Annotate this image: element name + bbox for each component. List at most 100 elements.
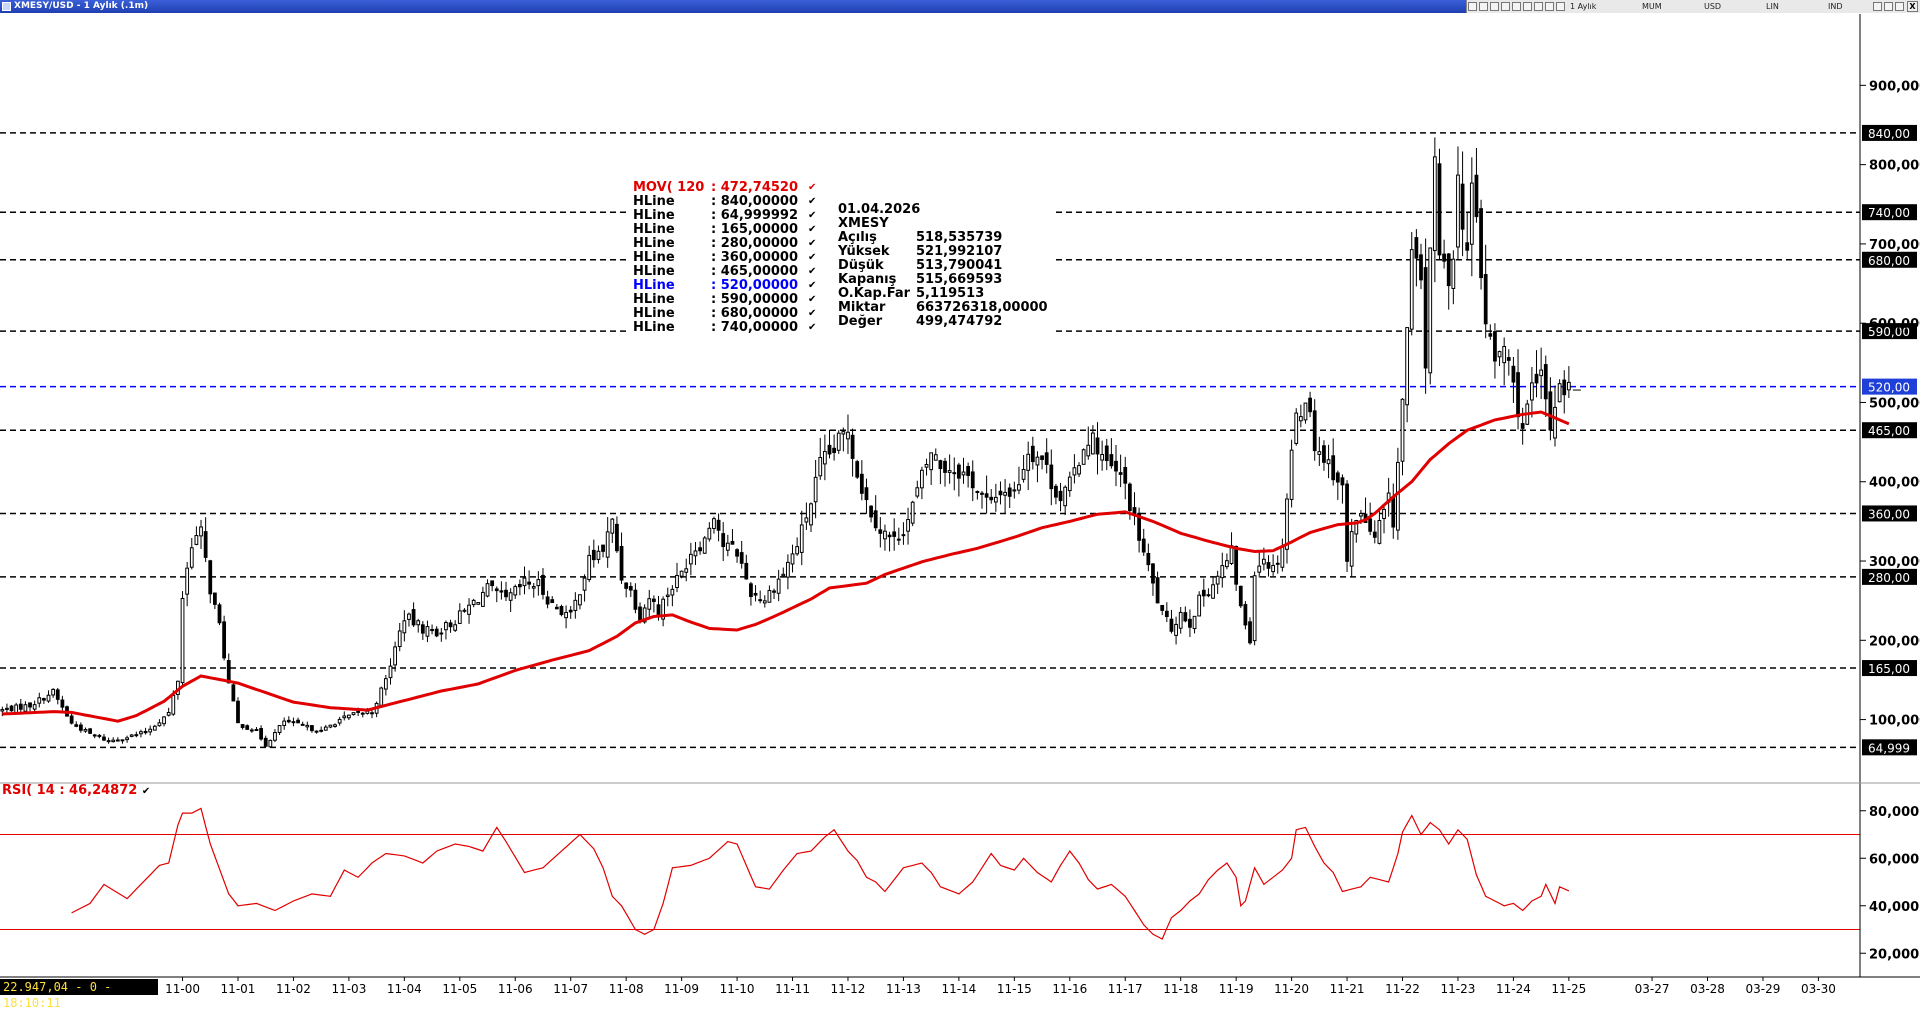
- ohlc-key: Kapanış: [838, 272, 897, 287]
- legend-mov-row[interactable]: MOV( 120 : 472,74520 ✔: [633, 181, 816, 195]
- export-icon[interactable]: [1490, 2, 1499, 11]
- period-button[interactable]: 1 Aylık: [1570, 2, 1597, 11]
- check-icon[interactable]: ✔: [808, 266, 817, 277]
- hline-label-box: [1862, 422, 1917, 439]
- ohlc-value: 515,669593: [916, 272, 1003, 287]
- legend-hline-row[interactable]: HLine: 590,00000 ✔: [633, 293, 816, 307]
- candle-body: [952, 472, 957, 475]
- zoom-icon[interactable]: [1556, 2, 1565, 11]
- candle-body: [1021, 468, 1026, 480]
- legend-hline-row[interactable]: HLine: 740,00000 ✔: [633, 321, 816, 335]
- candle-body: [804, 517, 809, 523]
- legend-hline-row[interactable]: HLine: 840,00000 ✔: [633, 195, 816, 209]
- scale-button[interactable]: LIN: [1766, 2, 1779, 11]
- fibonacci-icon[interactable]: [1534, 2, 1543, 11]
- x-tick-label: 11-10: [720, 982, 755, 996]
- print-icon[interactable]: [1468, 2, 1477, 11]
- currency-button[interactable]: USD: [1704, 2, 1722, 11]
- hline-label-box: [1862, 660, 1917, 677]
- grid-icon[interactable]: [1873, 2, 1882, 11]
- y-tick-label: 400,000: [1869, 476, 1920, 491]
- candle-body: [152, 725, 157, 731]
- candle-body: [1146, 552, 1151, 566]
- check-icon[interactable]: ✔: [808, 252, 817, 263]
- check-icon[interactable]: ✔: [808, 294, 817, 305]
- candle-body: [388, 665, 393, 679]
- candle-body: [83, 729, 88, 732]
- chart-type-button[interactable]: MUM: [1642, 2, 1662, 11]
- check-icon[interactable]: ✔: [808, 322, 817, 333]
- text-tool-icon[interactable]: [1545, 2, 1554, 11]
- rsi-legend[interactable]: RSI( 14 : 46,24872 ✔: [2, 783, 150, 798]
- legend-hline-row[interactable]: HLine: 465,00000 ✔: [633, 265, 816, 279]
- save-icon[interactable]: [1501, 2, 1510, 11]
- candle-body: [1104, 445, 1109, 462]
- candle-body: [1326, 459, 1331, 465]
- candle-body: [9, 705, 14, 712]
- candle-body: [1497, 351, 1502, 358]
- close-icon[interactable]: X: [1907, 1, 1918, 12]
- candle-body: [513, 586, 518, 596]
- candle-body: [1118, 472, 1123, 475]
- candle-body: [347, 714, 351, 719]
- candle-body: [430, 629, 434, 632]
- candle-body: [850, 434, 855, 459]
- hline-label-box: [1862, 251, 1917, 268]
- candle-body: [1511, 365, 1516, 383]
- ohlc-row: O.Kap.Far 5,119513: [838, 287, 1048, 301]
- check-icon[interactable]: ✔: [808, 224, 817, 235]
- candle-body: [259, 728, 263, 740]
- hline-label: 280,00: [1868, 571, 1910, 585]
- check-icon[interactable]: ✔: [808, 308, 817, 319]
- candle-body: [772, 590, 776, 593]
- candle-body: [1183, 612, 1188, 622]
- legend-hline-row[interactable]: HLine: 360,00000 ✔: [633, 251, 816, 265]
- candle-body: [129, 734, 134, 737]
- indicator-button[interactable]: IND: [1828, 2, 1843, 11]
- candle-body: [1354, 519, 1359, 535]
- candle-body: [827, 444, 832, 455]
- rsi-y-tick-label: 60,000: [1869, 852, 1919, 867]
- legend-hline-row[interactable]: HLine: 680,00000 ✔: [633, 307, 816, 321]
- legend-hline-row[interactable]: HLine: 64,999992 ✔: [633, 209, 816, 223]
- candle-body: [693, 550, 698, 557]
- candle-body: [1215, 575, 1220, 585]
- pencil-icon[interactable]: [1512, 2, 1521, 11]
- candle-body: [679, 570, 684, 577]
- candle-body: [1289, 449, 1294, 500]
- legend-hline-row[interactable]: HLine: 280,00000 ✔: [633, 237, 816, 251]
- app-icon: [2, 2, 11, 11]
- candle-body: [263, 737, 268, 747]
- check-icon[interactable]: ✔: [808, 182, 817, 193]
- legend-hline-label: HLine: [633, 250, 675, 265]
- settings-icon[interactable]: [1884, 2, 1893, 11]
- check-icon[interactable]: ✔: [808, 280, 817, 291]
- check-icon[interactable]: ✔: [141, 786, 151, 797]
- line-tool-icon[interactable]: [1523, 2, 1532, 11]
- candle-body: [351, 712, 356, 716]
- candle-body: [892, 531, 897, 537]
- candle-body: [1178, 611, 1183, 629]
- candle-body: [467, 604, 471, 615]
- copy-icon[interactable]: [1479, 2, 1488, 11]
- check-icon[interactable]: ✔: [808, 196, 817, 207]
- check-icon[interactable]: ✔: [808, 238, 817, 249]
- y-tick-label: 300,000: [1869, 555, 1920, 570]
- legend-hline-value: : 280,00000: [711, 236, 799, 251]
- hline-label: 590,00: [1868, 325, 1910, 339]
- legend-hline-row[interactable]: HLine: 520,00000 ✔: [633, 279, 816, 293]
- rsi-y-tick-label: 80,000: [1869, 805, 1919, 820]
- restore-icon[interactable]: [1895, 2, 1904, 11]
- candle-body: [883, 530, 887, 540]
- check-icon[interactable]: ✔: [808, 210, 817, 221]
- candle-body: [929, 452, 934, 471]
- x-tick-label: 11-13: [886, 982, 921, 996]
- candle-body: [1197, 594, 1202, 617]
- candle-body: [1127, 483, 1132, 512]
- legend-hline-label: HLine: [633, 278, 675, 293]
- legend-hline-row[interactable]: HLine: 165,00000 ✔: [633, 223, 816, 237]
- candle-body: [115, 739, 120, 742]
- candle-body: [859, 473, 864, 494]
- candle-body: [984, 493, 989, 498]
